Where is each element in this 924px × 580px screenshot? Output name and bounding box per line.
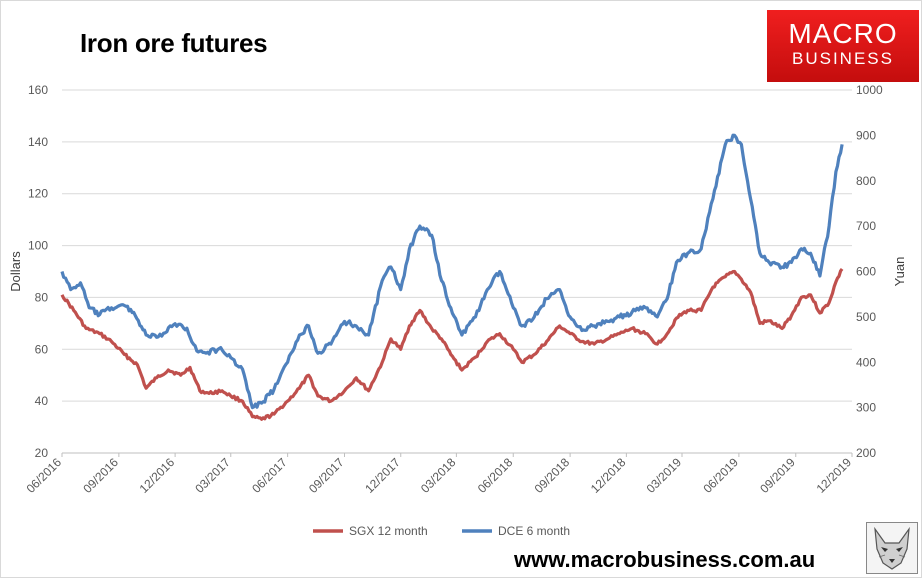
axes: 20 40 60 80 100 120 140 160 200 300 400 500 600 700 80… bbox=[8, 83, 907, 496]
y-right-tick-label: 500 bbox=[856, 310, 876, 324]
y-right-tick-label: 1000 bbox=[856, 83, 883, 97]
x-tick-label: 09/2018 bbox=[532, 455, 573, 496]
series-line-sgx bbox=[60, 267, 844, 421]
series-lines bbox=[60, 133, 844, 421]
y-left-tick-label: 20 bbox=[35, 446, 49, 460]
x-tick-label: 09/2019 bbox=[757, 455, 798, 496]
y-left-axis-title: Dollars bbox=[8, 251, 23, 292]
wolf-mascot-icon bbox=[866, 522, 918, 574]
x-tick-label: 06/2019 bbox=[700, 455, 741, 496]
y-right-tick-label: 900 bbox=[856, 128, 876, 142]
x-tick-label: 09/2017 bbox=[306, 455, 347, 496]
logo-text-macro: MACRO bbox=[788, 18, 898, 49]
x-tick-label: 12/2019 bbox=[814, 455, 855, 496]
x-tick-label: 12/2016 bbox=[137, 455, 178, 496]
x-tick-label: 09/2016 bbox=[80, 455, 121, 496]
x-tick-label: 06/2018 bbox=[475, 455, 516, 496]
y-right-tick-label: 600 bbox=[856, 265, 876, 279]
legend-label: DCE 6 month bbox=[498, 524, 570, 538]
x-tick-label: 06/2016 bbox=[24, 455, 65, 496]
y-left-tick-label: 100 bbox=[28, 239, 48, 253]
y-left-tick-label: 60 bbox=[35, 342, 49, 356]
logo-text-business: BUSINESS bbox=[792, 49, 894, 68]
chart-title: Iron ore futures bbox=[80, 28, 268, 58]
y-left-tick-label: 160 bbox=[28, 83, 48, 97]
x-tick-label: 03/2017 bbox=[192, 455, 233, 496]
series-line-dce bbox=[60, 133, 844, 410]
y-right-axis-title: Yuan bbox=[892, 257, 907, 287]
y-right-tick-label: 700 bbox=[856, 219, 876, 233]
x-tick-label: 03/2018 bbox=[418, 455, 459, 496]
y-right-tick-label: 800 bbox=[856, 174, 876, 188]
y-right-tick-label: 400 bbox=[856, 355, 876, 369]
macro-business-logo: MACRO BUSINESS bbox=[767, 10, 919, 82]
x-tick-label: 03/2019 bbox=[644, 455, 685, 496]
x-tick-label: 12/2017 bbox=[362, 455, 403, 496]
y-left-tick-label: 140 bbox=[28, 135, 48, 149]
x-tick-label: 06/2017 bbox=[249, 455, 290, 496]
y-right-tick-label: 300 bbox=[856, 401, 876, 415]
y-left-tick-label: 40 bbox=[35, 394, 49, 408]
website-url: www.macrobusiness.com.au bbox=[514, 547, 816, 572]
x-tick-label: 12/2018 bbox=[588, 455, 629, 496]
legend: SGX 12 month DCE 6 month bbox=[313, 524, 570, 538]
y-left-tick-label: 120 bbox=[28, 187, 48, 201]
legend-label: SGX 12 month bbox=[349, 524, 428, 538]
y-right-tick-label: 200 bbox=[856, 446, 876, 460]
y-left-tick-label: 80 bbox=[35, 290, 49, 304]
